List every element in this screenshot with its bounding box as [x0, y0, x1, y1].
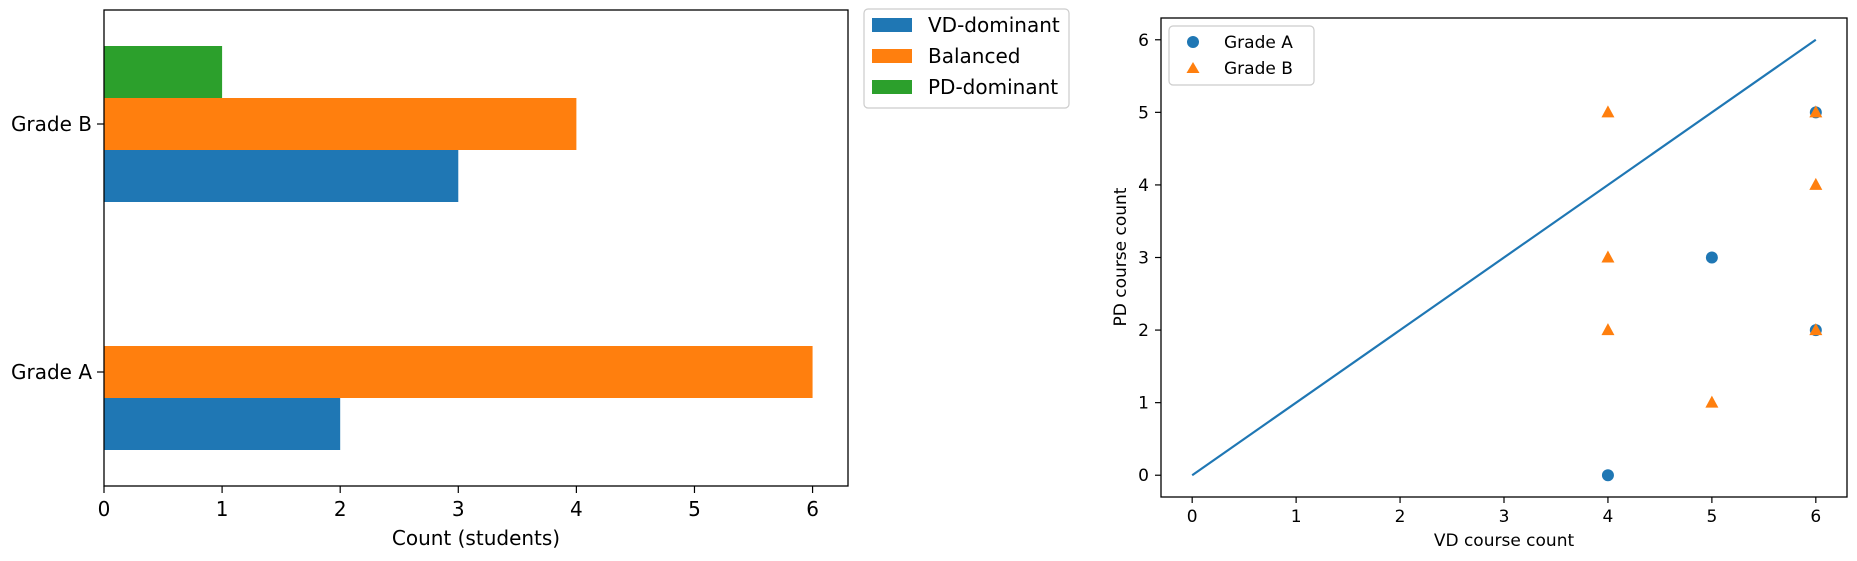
legend-swatch-balanced: [872, 49, 912, 63]
right-legend: Grade A Grade B: [1168, 25, 1315, 86]
right-legend-frame: [1168, 25, 1315, 86]
category-label-grade-a: Grade A: [11, 360, 92, 384]
legend-marker-grade-b: [1186, 62, 1200, 73]
left-x-tick-label: 3: [452, 497, 465, 521]
right-y-ticks: 0 1 2 3 4 5 6: [1138, 31, 1161, 486]
legend-marker-grade-a: [1187, 36, 1199, 48]
right-y-tick-label: 5: [1138, 103, 1149, 123]
left-x-ticks: 0 1 2 3 4 5 6: [98, 486, 819, 521]
point-grade-b: [1809, 177, 1823, 190]
point-grade-b: [1601, 250, 1615, 263]
point-grade-b: [1809, 105, 1823, 118]
left-x-tick-label: 0: [98, 497, 111, 521]
left-x-axis-title: Count (students): [392, 526, 560, 550]
bar-balanced-grade-b: [104, 98, 577, 150]
legend-label-grade-a: Grade A: [1224, 33, 1293, 53]
point-grade-b: [1601, 105, 1615, 118]
right-x-tick-label: 1: [1291, 507, 1302, 527]
left-x-tick-label: 2: [334, 497, 347, 521]
right-x-axis-title: VD course count: [1434, 531, 1575, 551]
left-x-tick-label: 4: [570, 497, 583, 521]
legend-swatch-pd-dominant: [872, 80, 912, 94]
reference-line: [1191, 38, 1817, 477]
bar-balanced-grade-a: [104, 346, 813, 398]
point-grade-b: [1809, 323, 1823, 336]
left-bars: [104, 46, 813, 450]
left-y-ticks: Grade A Grade B: [11, 112, 104, 384]
right-y-axis-title: PD course count: [1111, 187, 1131, 326]
left-x-tick-label: 1: [216, 497, 229, 521]
point-grade-b: [1705, 395, 1719, 408]
point-grade-a: [1705, 251, 1718, 264]
category-label-grade-b: Grade B: [11, 112, 92, 136]
right-points: [1601, 105, 1823, 482]
right-y-tick-label: 6: [1138, 31, 1149, 51]
bar-vd-dominant-grade-a: [104, 398, 341, 450]
left-plot-frame: [103, 9, 849, 487]
right-y-tick-label: 0: [1138, 466, 1149, 486]
legend-swatch-vd-dominant: [872, 18, 912, 32]
legend-label-grade-b: Grade B: [1224, 59, 1293, 79]
right-x-tick-label: 3: [1499, 507, 1510, 527]
right-y-tick-label: 3: [1138, 249, 1149, 269]
right-y-tick-label: 2: [1138, 321, 1149, 341]
point-grade-b: [1601, 323, 1615, 336]
left-legend-frame: [863, 8, 1070, 109]
right-y-tick-label: 1: [1138, 394, 1149, 414]
right-x-ticks: 0 1 2 3 4 5 6: [1187, 497, 1821, 527]
right-x-tick-label: 0: [1187, 507, 1198, 527]
legend-label-pd-dominant: PD-dominant: [928, 75, 1058, 99]
right-y-tick-label: 4: [1138, 176, 1149, 196]
legend-label-vd-dominant: VD-dominant: [928, 13, 1060, 37]
right-x-tick-label: 5: [1706, 507, 1717, 527]
left-legend: VD-dominant Balanced PD-dominant: [863, 8, 1070, 109]
right-x-tick-label: 4: [1603, 507, 1614, 527]
point-grade-a: [1601, 469, 1614, 482]
left-x-tick-label: 5: [688, 497, 701, 521]
legend-label-balanced: Balanced: [928, 44, 1020, 68]
right-x-tick-label: 2: [1395, 507, 1406, 527]
right-scatter-chart: 0 1 2 3 4 5 6 0 1 2 3 4 5 6 VD course count PD cours…: [1111, 17, 1848, 551]
bar-vd-dominant-grade-b: [104, 150, 459, 202]
right-x-tick-label: 6: [1810, 507, 1821, 527]
bar-pd-dominant-grade-b: [104, 46, 223, 98]
left-x-tick-label: 6: [806, 497, 819, 521]
